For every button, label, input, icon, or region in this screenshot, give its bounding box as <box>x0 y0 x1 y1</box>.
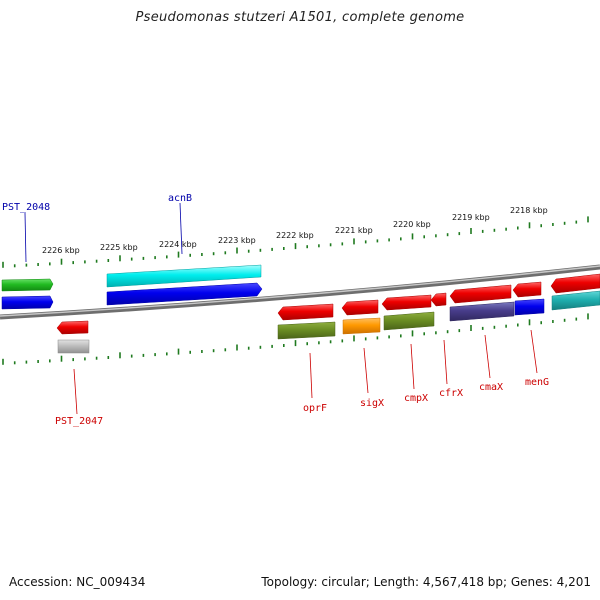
gene-PST_2048[interactable] <box>1 278 54 310</box>
kbp-label-2218: 2218 kbp <box>510 206 548 215</box>
gene-cmpX[interactable] <box>383 311 435 331</box>
label-menG: menG <box>525 377 549 388</box>
label-acnB: acnB <box>168 193 192 204</box>
upper-leader-lines <box>24 202 183 263</box>
gene-acnB[interactable] <box>106 264 263 306</box>
genome-backbone <box>0 264 600 320</box>
kbp-label-2221: 2221 kbp <box>335 226 373 235</box>
kbp-label-2224: 2224 kbp <box>159 240 197 249</box>
gene-oprF[interactable] <box>277 321 336 340</box>
gene-upper-2[interactable] <box>341 299 379 316</box>
upper-tick-row <box>2 216 589 268</box>
genome-summary-text: Topology: circular; Length: 4,567,418 bp… <box>261 575 591 589</box>
label-PST_2047: PST_2047 <box>55 416 103 427</box>
kbp-label-2219: 2219 kbp <box>452 213 490 222</box>
label-cfrX: cfrX <box>439 388 463 399</box>
gene-lower-right[interactable] <box>551 290 600 311</box>
gene-menG[interactable] <box>514 298 545 316</box>
genome-backbone-highlight <box>0 265 600 317</box>
gene-upper-7[interactable] <box>550 273 600 294</box>
lower-tick-row <box>2 313 589 365</box>
label-sigX: sigX <box>360 398 384 409</box>
kbp-label-2220: 2220 kbp <box>393 220 431 229</box>
label-oprF: oprF <box>303 403 327 414</box>
kbp-label-2222: 2222 kbp <box>276 231 314 240</box>
gene-upper-4[interactable] <box>430 292 447 307</box>
label-cmpX: cmpX <box>404 393 428 404</box>
gene-upper-6[interactable] <box>512 281 542 298</box>
gene-sigX[interactable] <box>342 317 381 335</box>
label-cmaX: cmaX <box>479 382 503 393</box>
gene-upper-1[interactable] <box>277 303 334 321</box>
map-title: Pseudomonas stutzeri A1501, complete gen… <box>135 10 465 25</box>
gene-PST_2047[interactable] <box>56 320 90 354</box>
kbp-label-2226: 2226 kbp <box>42 246 80 255</box>
gene-upper-3[interactable] <box>381 294 432 311</box>
gene-cmaX[interactable] <box>449 301 515 322</box>
lower-leader-lines <box>73 329 538 415</box>
kbp-label-2223: 2223 kbp <box>218 236 256 245</box>
kbp-label-2225: 2225 kbp <box>100 243 138 252</box>
label-PST_2048: PST_2048 <box>2 202 50 213</box>
kbp-labels: 2226 kbp 2225 kbp 2224 kbp 2223 kbp 2222… <box>42 206 548 255</box>
accession-text: Accession: NC_009434 <box>9 575 146 589</box>
gene-upper-5[interactable] <box>449 284 512 304</box>
